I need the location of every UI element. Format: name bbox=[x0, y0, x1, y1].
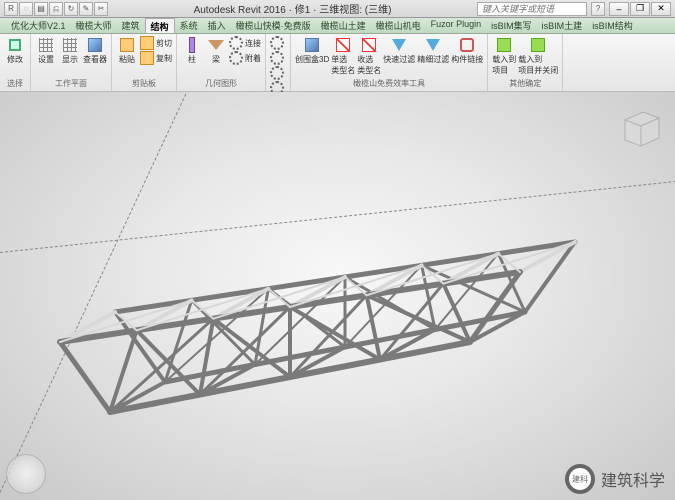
tab-1[interactable]: 橄榄大师 bbox=[71, 18, 117, 33]
tab-4[interactable]: 系统 bbox=[175, 18, 203, 33]
tab-12[interactable]: isBIM结构 bbox=[587, 18, 638, 33]
view-cube[interactable] bbox=[615, 102, 665, 152]
ribbon-btn-1-2[interactable]: 查看器 bbox=[83, 36, 107, 65]
ribbon-btn-5-2[interactable]: 收选 类型名 bbox=[357, 36, 381, 76]
ribbon-btn-5-0[interactable]: 创围盒3D bbox=[295, 36, 329, 65]
ribbon: 修改选择设置显示查看器工作平面粘贴剪切复制剪贴板柱梁连接附着几何图形修改创围盒3… bbox=[0, 34, 675, 92]
i-gear-icon bbox=[270, 51, 284, 65]
minimize-button[interactable]: – bbox=[609, 2, 629, 16]
i-hide-icon bbox=[362, 38, 376, 52]
navigation-wheel[interactable] bbox=[6, 454, 46, 494]
i-grid-icon bbox=[63, 38, 77, 52]
ribbon-group-6: 载入到 项目载入到 项目并关闭其他确定 bbox=[488, 34, 563, 91]
ribbon-group-5: 创围盒3D单选 类型名收选 类型名快速过滤精细过滤构件链接橄榄山免费效率工具 bbox=[291, 34, 488, 91]
maximize-button[interactable]: ❐ bbox=[630, 2, 650, 16]
tab-10[interactable]: isBIM集写 bbox=[486, 18, 537, 33]
ribbon-group-label-0: 选择 bbox=[4, 78, 26, 89]
i-gear-icon bbox=[270, 36, 284, 50]
tab-11[interactable]: isBIM土建 bbox=[537, 18, 588, 33]
i-filter-icon bbox=[426, 39, 440, 51]
viewport-3d[interactable]: 建科 建筑科学 bbox=[0, 92, 675, 500]
ribbon-group-label-1: 工作平面 bbox=[35, 78, 107, 89]
tab-7[interactable]: 橄榄山土建 bbox=[316, 18, 371, 33]
i-gear-icon bbox=[229, 36, 243, 50]
ribbon-stack-4-2[interactable] bbox=[270, 66, 286, 80]
ribbon-group-1: 设置显示查看器工作平面 bbox=[31, 34, 112, 91]
truss-model[interactable] bbox=[40, 222, 580, 452]
ribbon-btn-5-1[interactable]: 单选 类型名 bbox=[331, 36, 355, 76]
i-load-icon bbox=[531, 38, 545, 52]
qat-btn-2[interactable]: ⎌ bbox=[49, 2, 63, 16]
titlebar: R ◌ ▤ ⎌ ↻ ✎ ✂ Autodesk Revit 2016 · 修1 ·… bbox=[0, 0, 675, 18]
ribbon-stack-2-0[interactable]: 剪切 bbox=[140, 36, 172, 50]
tab-5[interactable]: 插入 bbox=[203, 18, 231, 33]
i-filter-icon bbox=[392, 39, 406, 51]
tab-2[interactable]: 建筑 bbox=[117, 18, 145, 33]
ribbon-btn-6-1[interactable]: 载入到 项目并关闭 bbox=[518, 36, 558, 76]
ribbon-stack-4-0[interactable] bbox=[270, 36, 286, 50]
tab-9[interactable]: Fuzor Plugin bbox=[426, 18, 487, 33]
i-gear-icon bbox=[229, 51, 243, 65]
i-hide-icon bbox=[336, 38, 350, 52]
qat-btn-4[interactable]: ✎ bbox=[79, 2, 93, 16]
i-box-icon bbox=[140, 51, 154, 65]
ribbon-stack-2-1[interactable]: 复制 bbox=[140, 51, 172, 65]
ribbon-group-4: 修改 bbox=[266, 34, 291, 91]
ribbon-btn-2-0[interactable]: 粘贴 bbox=[116, 36, 138, 65]
watermark-label: 建筑科学 bbox=[601, 467, 665, 491]
tab-6[interactable]: 橄榄山快模·免费版 bbox=[231, 18, 316, 33]
i-beam-icon bbox=[208, 40, 224, 50]
ribbon-btn-5-3[interactable]: 快速过滤 bbox=[383, 36, 415, 65]
tab-0[interactable]: 优化大师V2.1 bbox=[6, 18, 71, 33]
search-input[interactable] bbox=[477, 2, 587, 16]
app-menu-button[interactable]: R bbox=[4, 2, 18, 16]
ribbon-group-label-2: 剪贴板 bbox=[116, 78, 172, 89]
watermark: 建科 建筑科学 bbox=[565, 464, 665, 494]
ribbon-btn-5-5[interactable]: 构件链接 bbox=[451, 36, 483, 65]
quick-access-toolbar: R ◌ ▤ ⎌ ↻ ✎ ✂ bbox=[4, 2, 108, 16]
i-box-icon bbox=[120, 38, 134, 52]
ribbon-tabstrip: 优化大师V2.1橄榄大师建筑结构系统插入橄榄山快模·免费版橄榄山土建橄榄山机电F… bbox=[0, 18, 675, 34]
tab-3[interactable]: 结构 bbox=[145, 18, 175, 33]
close-button[interactable]: ✕ bbox=[651, 2, 671, 16]
ribbon-group-label-3: 几何图形 bbox=[181, 78, 261, 89]
i-sel-icon bbox=[9, 39, 21, 51]
ribbon-group-2: 粘贴剪切复制剪贴板 bbox=[112, 34, 177, 91]
ribbon-stack-3-1[interactable]: 附着 bbox=[229, 51, 261, 65]
ribbon-btn-1-1[interactable]: 显示 bbox=[59, 36, 81, 65]
ribbon-btn-6-0[interactable]: 载入到 项目 bbox=[492, 36, 516, 76]
i-load-icon bbox=[497, 38, 511, 52]
window-controls: – ❐ ✕ bbox=[609, 2, 671, 16]
watermark-logo: 建科 bbox=[565, 464, 595, 494]
qat-btn-5[interactable]: ✂ bbox=[94, 2, 108, 16]
i-cube-icon bbox=[88, 38, 102, 52]
i-link-icon bbox=[460, 38, 474, 52]
ribbon-btn-3-1[interactable]: 梁 bbox=[205, 36, 227, 65]
ribbon-btn-1-0[interactable]: 设置 bbox=[35, 36, 57, 65]
ribbon-group-label-6: 其他确定 bbox=[492, 78, 558, 89]
ribbon-btn-3-0[interactable]: 柱 bbox=[181, 36, 203, 65]
ribbon-stack-3-0[interactable]: 连接 bbox=[229, 36, 261, 50]
tab-8[interactable]: 橄榄山机电 bbox=[371, 18, 426, 33]
window-title: Autodesk Revit 2016 · 修1 · 三维视图: (三维) bbox=[108, 1, 477, 16]
i-gear-icon bbox=[270, 66, 284, 80]
qat-btn-3[interactable]: ↻ bbox=[64, 2, 78, 16]
i-box-icon bbox=[140, 36, 154, 50]
ribbon-group-0: 修改选择 bbox=[0, 34, 31, 91]
ribbon-btn-0-0[interactable]: 修改 bbox=[4, 36, 26, 65]
i-cube-icon bbox=[305, 38, 319, 52]
qat-btn-0[interactable]: ◌ bbox=[19, 2, 33, 16]
i-col-icon bbox=[189, 37, 195, 53]
ribbon-group-3: 柱梁连接附着几何图形 bbox=[177, 34, 266, 91]
help-icon[interactable]: ? bbox=[591, 2, 605, 16]
ribbon-group-label-5: 橄榄山免费效率工具 bbox=[295, 78, 483, 89]
qat-btn-1[interactable]: ▤ bbox=[34, 2, 48, 16]
ribbon-stack-4-1[interactable] bbox=[270, 51, 286, 65]
i-grid-icon bbox=[39, 38, 53, 52]
ribbon-btn-5-4[interactable]: 精细过滤 bbox=[417, 36, 449, 65]
